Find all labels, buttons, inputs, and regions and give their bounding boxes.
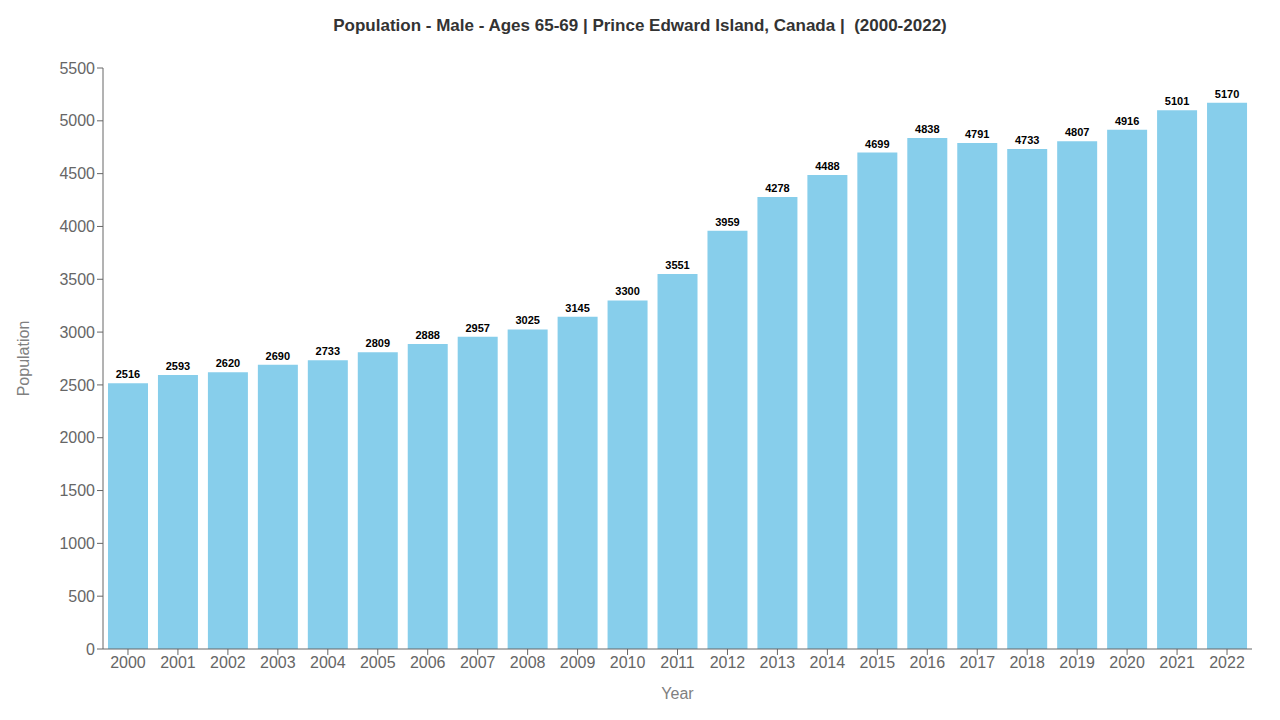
svg-text:4000: 4000 [59,218,95,235]
svg-text:3500: 3500 [59,271,95,288]
svg-text:5500: 5500 [59,60,95,77]
svg-text:3025: 3025 [515,314,539,326]
svg-text:2021: 2021 [1159,654,1195,671]
svg-text:4791: 4791 [965,128,989,140]
svg-text:4488: 4488 [815,160,839,172]
svg-text:2516: 2516 [116,368,140,380]
svg-text:2015: 2015 [860,654,896,671]
svg-text:2004: 2004 [310,654,346,671]
svg-text:2017: 2017 [959,654,995,671]
svg-text:3551: 3551 [665,259,689,271]
svg-text:4278: 4278 [765,182,789,194]
svg-text:2593: 2593 [166,360,190,372]
svg-text:2733: 2733 [316,345,340,357]
svg-text:Year: Year [661,685,694,702]
svg-text:2000: 2000 [59,429,95,446]
svg-text:2014: 2014 [810,654,846,671]
svg-text:1500: 1500 [59,482,95,499]
svg-text:2022: 2022 [1209,654,1245,671]
svg-text:4807: 4807 [1065,126,1089,138]
svg-text:2003: 2003 [260,654,296,671]
svg-text:3300: 3300 [615,285,639,297]
svg-text:2002: 2002 [210,654,246,671]
svg-text:2007: 2007 [460,654,496,671]
svg-text:4699: 4699 [865,138,889,150]
svg-text:3000: 3000 [59,324,95,341]
svg-text:2010: 2010 [610,654,646,671]
svg-text:2000: 2000 [110,654,146,671]
svg-text:500: 500 [68,588,95,605]
svg-text:2019: 2019 [1059,654,1095,671]
svg-text:2690: 2690 [266,350,290,362]
svg-text:2020: 2020 [1109,654,1145,671]
svg-text:0: 0 [86,641,95,658]
svg-text:2013: 2013 [760,654,796,671]
svg-text:2018: 2018 [1009,654,1045,671]
svg-text:2016: 2016 [909,654,945,671]
svg-text:1000: 1000 [59,535,95,552]
svg-text:4916: 4916 [1115,115,1139,127]
svg-text:2008: 2008 [510,654,546,671]
html-text:Population - Male - Ages 65-69: Population - Male - Ages 65-69 | Prince … [333,16,947,35]
svg-text:2005: 2005 [360,654,396,671]
svg-text:4733: 4733 [1015,134,1039,146]
svg-text:3959: 3959 [715,216,739,228]
svg-text:2888: 2888 [415,329,439,341]
svg-text:4838: 4838 [915,123,939,135]
svg-text:2500: 2500 [59,377,95,394]
svg-text:3145: 3145 [565,302,589,314]
svg-text:2620: 2620 [216,357,240,369]
svg-text:Population: Population [15,321,32,397]
svg-text:2001: 2001 [160,654,196,671]
svg-text:4500: 4500 [59,165,95,182]
svg-text:2011: 2011 [660,654,695,671]
svg-text:2809: 2809 [366,337,390,349]
svg-text:5170: 5170 [1215,88,1239,100]
svg-text:5000: 5000 [59,112,95,129]
svg-text:2957: 2957 [465,322,489,334]
svg-text:5101: 5101 [1165,95,1189,107]
svg-text:2006: 2006 [410,654,446,671]
svg-text:2012: 2012 [710,654,746,671]
svg-text:2009: 2009 [560,654,596,671]
